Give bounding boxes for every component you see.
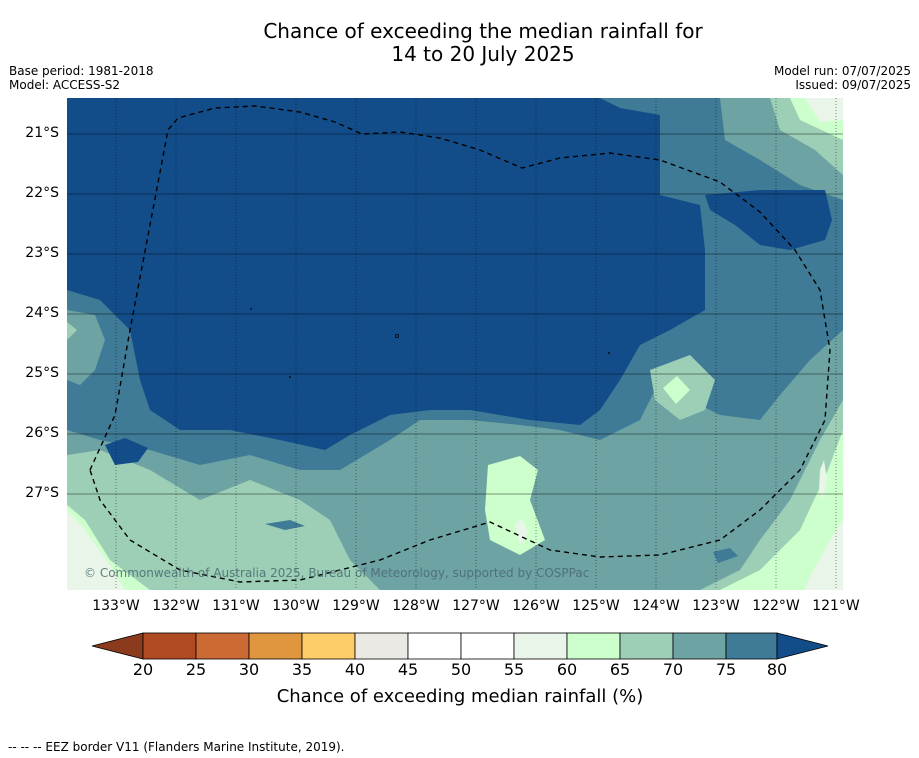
colorbar-tick: 80	[766, 660, 788, 679]
eez-border	[89, 105, 831, 583]
colorbar-tick: 35	[291, 660, 313, 679]
colorbar-tick: 55	[503, 660, 525, 679]
colorbar-bin-75-80	[725, 632, 778, 660]
colorbar-bin-60-65	[566, 632, 621, 660]
colorbar-tick: 50	[450, 660, 472, 679]
patch-70-75-west	[67, 310, 105, 385]
contour-above-80-east	[705, 190, 832, 250]
graticule	[67, 133, 843, 495]
colorbar	[91, 632, 829, 660]
model-run: Model run: 07/07/2025	[773, 64, 911, 78]
lat-label: 26°S	[25, 425, 59, 441]
colorbar-tick: 60	[556, 660, 578, 679]
colorbar-bin-65-70	[619, 632, 674, 660]
colorbar-tick: 45	[397, 660, 419, 679]
colorbar-tick: 70	[662, 660, 684, 679]
lon-label: 131°W	[212, 598, 260, 614]
colorbar-bin-35-40	[301, 632, 356, 660]
island-marker	[394, 333, 399, 338]
colorbar-bin-50-55	[460, 632, 515, 660]
colorbar-bin-40-45	[354, 632, 409, 660]
patch-55-60-northeast	[805, 98, 843, 122]
island-marker	[608, 352, 610, 354]
copyright-notice: © Commonwealth of Australia 2025, Bureau…	[84, 566, 590, 580]
map-title-line2: 14 to 20 July 2025	[391, 42, 575, 66]
lon-label: 125°W	[572, 598, 620, 614]
colorbar-low-arrow	[91, 632, 144, 660]
lat-label: 22°S	[25, 185, 59, 201]
map-title-line1: Chance of exceeding the median rainfall …	[263, 19, 703, 43]
colorbar-bin-25-30	[195, 632, 250, 660]
colorbar-bin-55-60	[513, 632, 568, 660]
contour-above-80	[67, 98, 705, 450]
patch-75-80-southeast	[713, 548, 738, 563]
patch-70-75-center	[560, 478, 645, 522]
colorbar-bin-70-75	[672, 632, 727, 660]
patch-55-60-southwest	[67, 510, 125, 590]
lat-label: 23°S	[25, 245, 59, 261]
patch-60-65-east	[663, 376, 690, 404]
colorbar-bin-45-50	[407, 632, 462, 660]
lon-label: 124°W	[632, 598, 680, 614]
lon-label: 130°W	[272, 598, 320, 614]
lon-label: 132°W	[152, 598, 200, 614]
patch-55-60-south	[515, 518, 528, 545]
patch-60-65-south	[485, 456, 545, 555]
patch-55-60-east-small	[819, 460, 827, 500]
lon-label: 123°W	[692, 598, 740, 614]
lat-label: 27°S	[25, 485, 59, 501]
patch-55-60-southeast	[805, 520, 843, 590]
colorbar-tick: 75	[715, 660, 737, 679]
colorbar-label: Chance of exceeding median rainfall (%)	[276, 686, 644, 707]
lon-label: 122°W	[752, 598, 800, 614]
island-marker	[289, 376, 291, 378]
colorbar-tick: 20	[132, 660, 154, 679]
lon-label: 129°W	[332, 598, 380, 614]
lon-label: 128°W	[392, 598, 440, 614]
lat-label: 21°S	[25, 125, 59, 141]
lat-label: 25°S	[25, 365, 59, 381]
lat-label: 24°S	[25, 305, 59, 321]
model-name: Model: ACCESS-S2	[9, 78, 121, 92]
lon-label: 121°W	[812, 598, 860, 614]
patch-65-70-west	[67, 322, 77, 340]
rainfall-contour-map	[67, 98, 843, 590]
colorbar-tick: 25	[185, 660, 207, 679]
colorbar-bin-30-35	[248, 632, 303, 660]
lon-label: 127°W	[452, 598, 500, 614]
patch-75-80-southwest	[265, 520, 305, 530]
colorbar-tick: 30	[238, 660, 260, 679]
colorbar-high-arrow	[776, 632, 829, 660]
eez-footnote: -- -- -- EEZ border V11 (Flanders Marine…	[8, 740, 345, 754]
colorbar-tick: 40	[344, 660, 366, 679]
island-marker	[250, 308, 252, 310]
colorbar-bin-20-25	[142, 632, 197, 660]
base-period: Base period: 1981-2018	[9, 64, 154, 78]
lon-label: 133°W	[92, 598, 140, 614]
lon-label: 126°W	[512, 598, 560, 614]
colorbar-tick: 65	[609, 660, 631, 679]
issued-date: Issued: 09/07/2025	[795, 78, 911, 92]
